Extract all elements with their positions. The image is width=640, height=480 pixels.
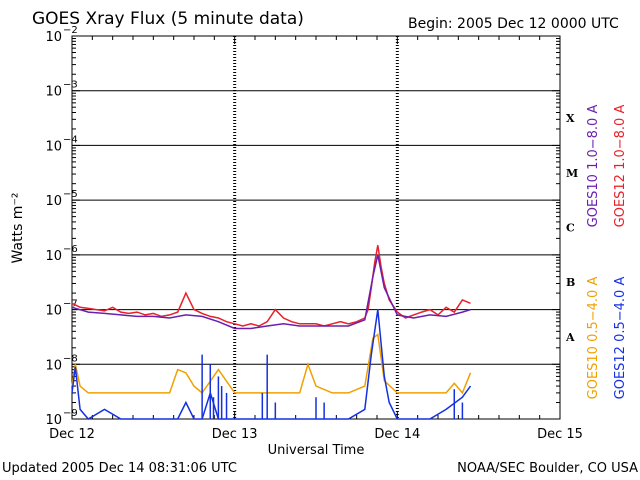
y-tick-label: 10	[45, 358, 62, 373]
y-tick-exponent: −3	[63, 80, 78, 91]
y-tick-exponent: −4	[63, 134, 78, 145]
y-axis-label: Watts m⁻²	[10, 193, 26, 264]
legend-entry: GOES12 0.5−4.0 A	[613, 277, 628, 400]
y-tick-exponent: −9	[63, 408, 78, 419]
series-line	[71, 245, 471, 327]
x-tick-label: Dec 14	[374, 427, 420, 442]
flare-class-label: X	[566, 112, 575, 125]
series-lines	[71, 245, 472, 420]
y-tick-exponent: −8	[63, 353, 78, 364]
begin-label: Begin: 2005 Dec 12 0000 UTC	[408, 16, 619, 32]
updated-label: Updated 2005 Dec 14 08:31:06 UTC	[2, 461, 237, 476]
y-axis: 10−210−310−410−510−610−710−810−9	[45, 25, 560, 428]
flare-class-label: M	[566, 167, 578, 180]
x-tick-label: Dec 12	[49, 427, 95, 442]
legend-entry: GOES12 1.0−8.0 A	[613, 105, 628, 228]
legend: GOES10 1.0−8.0 A GOES12 1.0−8.0 A GOES10 0…	[586, 105, 628, 400]
y-tick-label: 10	[45, 413, 62, 428]
x-tick-label: Dec 15	[537, 427, 583, 442]
credit-label: NOAA/SEC Boulder, CO USA	[457, 461, 638, 476]
plot-frame	[71, 35, 561, 420]
flare-class-labels: X M C B A	[565, 112, 578, 344]
y-tick-label: 10	[45, 30, 62, 45]
x-tick-label: Dec 13	[212, 427, 258, 442]
flare-class-label: B	[566, 276, 575, 289]
y-tick-label: 10	[45, 85, 62, 100]
x-axis: Dec 12 Dec 13 Dec 14 Dec 15	[49, 36, 583, 442]
series-line	[71, 254, 471, 330]
y-tick-label: 10	[45, 249, 62, 264]
legend-entry: GOES10 1.0−8.0 A	[586, 105, 601, 228]
grid	[72, 36, 560, 419]
x-axis-label: Universal Time	[268, 443, 365, 458]
y-tick-label: 10	[45, 194, 62, 209]
y-tick-exponent: −7	[63, 299, 78, 310]
y-tick-label: 10	[45, 139, 62, 154]
y-tick-exponent: −5	[63, 189, 78, 200]
series-line	[71, 333, 472, 395]
y-tick-exponent: −2	[63, 25, 78, 36]
chart-title: GOES Xray Flux (5 minute data)	[32, 9, 304, 29]
legend-entry: GOES10 0.5−4.0 A	[586, 277, 601, 400]
y-tick-exponent: −6	[63, 244, 78, 255]
flare-class-label: C	[566, 222, 575, 235]
y-tick-label: 10	[45, 304, 62, 319]
flare-class-label: A	[565, 331, 575, 344]
